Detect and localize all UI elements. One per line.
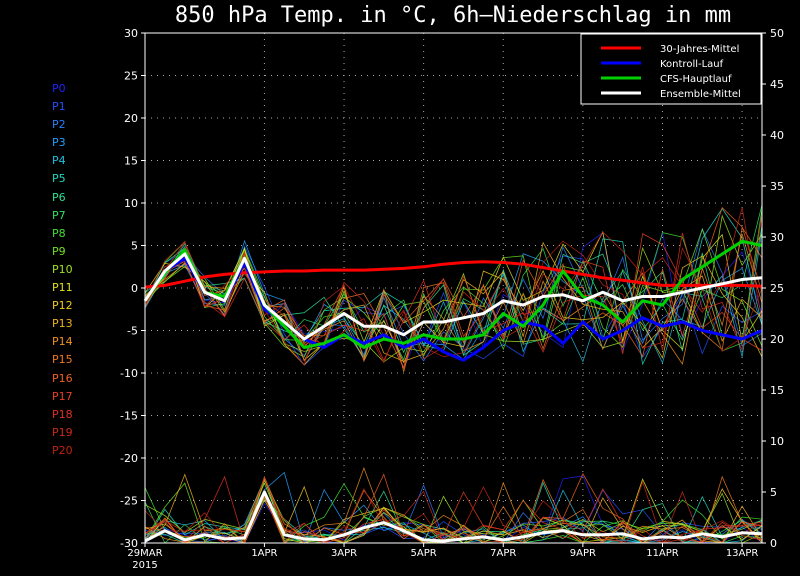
member-line-p3	[144, 239, 763, 361]
member-label-p14: P14	[52, 335, 73, 349]
y-right-tick-label: 25	[770, 282, 784, 295]
y-left-tick-label: -10	[120, 367, 138, 380]
x-tick-label: 29MAR	[127, 548, 162, 559]
x-tick-label: 13APR	[726, 548, 759, 559]
member-label-p6: P6	[52, 190, 66, 204]
series-line-kontroll-lauf	[143, 256, 763, 362]
member-label-p11: P11	[52, 281, 73, 295]
y-left-tick-label: -20	[120, 452, 138, 465]
member-label-p5: P5	[52, 172, 66, 186]
plot-frame	[144, 32, 763, 544]
member-line-p18	[144, 213, 763, 362]
y-left-tick-label: 0	[131, 282, 138, 295]
y-right-tick-label: 20	[770, 333, 784, 346]
member-label-p4: P4	[52, 154, 66, 168]
member-label-p13: P13	[52, 317, 73, 331]
x-tick-label: 3APR	[331, 548, 357, 559]
member-label-p7: P7	[52, 208, 66, 222]
member-label-p10: P10	[52, 262, 73, 276]
y-right-tick-label: 40	[770, 129, 784, 142]
member-line-p20	[144, 240, 763, 366]
legend-label: CFS-Hauptlauf	[660, 74, 732, 85]
member-label-p9: P9	[52, 244, 66, 258]
y-left-axis: 30 25 20 15 10 5 0 -5 -10 -15 -20 -25 -30	[120, 27, 145, 550]
legend-label: Ensemble-Mittel	[660, 89, 741, 100]
y-right-tick-label: 50	[770, 27, 784, 40]
member-precip-p20	[144, 488, 763, 544]
member-label-p0: P0	[52, 82, 66, 95]
member-label-p2: P2	[52, 118, 66, 132]
member-line-p15	[144, 226, 763, 369]
ensemble-member-list: P0 P1 P2 P3 P4 P5 P6 P7 P8 P9 P10 P11 P12 P13 P14 P15 P1…	[52, 80, 73, 460]
y-right-tick-label: 30	[770, 231, 784, 244]
y-right-tick-label: 15	[770, 384, 784, 397]
legend: 30-Jahres-Mittel Kontroll-Lauf CFS-Hauptla…	[580, 33, 762, 105]
y-left-tick-label: -5	[127, 325, 138, 338]
y-left-tick-label: 10	[124, 197, 138, 210]
member-line-p14	[144, 233, 763, 372]
y-left-tick-label: -30	[120, 537, 138, 550]
legend-label: 30-Jahres-Mittel	[660, 44, 739, 55]
member-label-p3: P3	[52, 136, 66, 150]
y-right-tick-label: 45	[770, 78, 784, 91]
x-tick-label: 5APR	[411, 548, 437, 559]
member-line-p12	[144, 255, 763, 366]
x-tick-label: 1APR	[251, 548, 277, 559]
x-tick-label: 11APR	[646, 548, 679, 559]
series-line-ensemble-mittel	[143, 252, 763, 341]
member-label-p1: P1	[52, 100, 66, 114]
grid-lines	[145, 33, 762, 543]
y-left-tick-label: 15	[124, 155, 138, 168]
member-label-p18: P18	[52, 407, 73, 421]
member-label-p17: P17	[52, 389, 73, 403]
member-label-p15: P15	[52, 353, 73, 367]
x-tick-label: 7APR	[490, 548, 516, 559]
y-right-tick-label: 0	[770, 537, 777, 550]
chart-title: 850 hPa Temp. in °C, 6h—Niederschlag in …	[175, 3, 731, 28]
y-left-tick-label: -25	[120, 495, 138, 508]
y-left-tick-label: 20	[124, 112, 138, 125]
ensemble-member-lines	[144, 204, 763, 545]
member-label-p20: P20	[52, 443, 73, 457]
member-precip-p15	[144, 475, 763, 544]
y-left-tick-label: 5	[131, 240, 138, 253]
member-label-p16: P16	[52, 371, 73, 385]
member-label-p12: P12	[52, 299, 73, 313]
x-tick-year: 2015	[132, 560, 157, 571]
y-right-tick-label: 35	[770, 180, 784, 193]
y-left-tick-label: -15	[120, 410, 138, 423]
y-right-tick-label: 10	[770, 435, 784, 448]
y-left-tick-label: 30	[124, 27, 138, 40]
x-tick-label: 9APR	[570, 548, 596, 559]
series-line-ensemble-mittel-niederschlag	[144, 490, 763, 543]
member-label-p8: P8	[52, 226, 66, 240]
y-left-tick-label: 25	[124, 70, 138, 83]
member-label-p19: P19	[52, 425, 73, 439]
legend-label: Kontroll-Lauf	[660, 59, 724, 70]
series-lines	[143, 239, 763, 543]
y-right-tick-label: 5	[770, 486, 777, 499]
